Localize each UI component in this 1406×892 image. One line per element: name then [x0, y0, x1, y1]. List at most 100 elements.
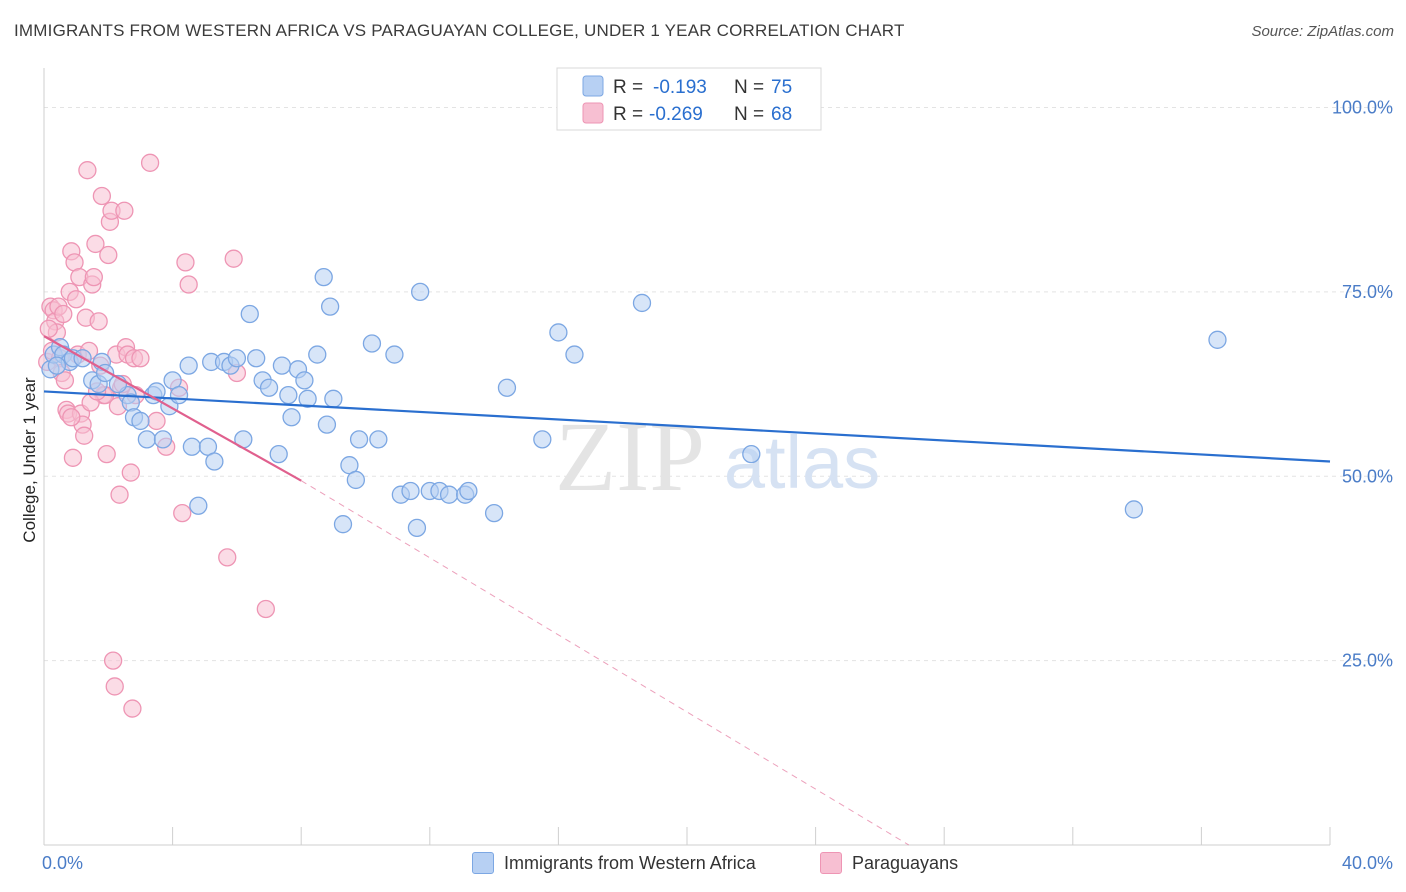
chart-title: IMMIGRANTS FROM WESTERN AFRICA VS PARAGU… [14, 21, 905, 40]
point-paraguayans [63, 448, 83, 467]
point-western-africa [549, 323, 568, 342]
point-paraguayans [54, 304, 73, 324]
point-paraguayans [84, 267, 103, 287]
axes [43, 68, 1331, 846]
point-western-africa [401, 481, 420, 501]
point-paraguayans [176, 253, 195, 272]
point-western-africa [362, 334, 382, 353]
legend-swatch-western-africa [472, 852, 494, 874]
point-western-africa [314, 267, 333, 287]
legend-n-value-2: 68 [771, 104, 792, 125]
point-paraguayans [115, 201, 134, 220]
point-paraguayans [97, 444, 116, 464]
point-western-africa [369, 430, 388, 449]
watermark: ZIP atlas [555, 401, 880, 512]
point-western-africa [317, 415, 337, 434]
point-western-africa [153, 430, 173, 449]
point-western-africa [411, 282, 430, 302]
point-western-africa [333, 515, 353, 534]
watermark-zip: ZIP [555, 401, 705, 512]
point-western-africa [269, 444, 288, 464]
point-paraguayans [39, 319, 58, 338]
point-western-africa [272, 356, 292, 375]
point-paraguayans [67, 290, 86, 309]
trendlines [43, 335, 1331, 846]
point-western-africa [131, 411, 150, 431]
point-western-africa [282, 408, 301, 427]
point-western-africa [497, 378, 517, 397]
point-paraguayans [55, 371, 75, 390]
point-western-africa [632, 293, 652, 313]
bottom-legend-label-western-africa: Immigrants from Western Africa [504, 852, 756, 873]
legend-r-value-2: -0.269 [649, 104, 703, 125]
point-paraguayans [110, 485, 129, 504]
point-western-africa [385, 345, 404, 364]
point-paraguayans [103, 651, 123, 670]
point-paraguayans [62, 408, 81, 427]
point-western-africa [320, 297, 340, 316]
point-western-africa [407, 518, 427, 538]
point-western-africa [346, 470, 366, 490]
legend-n-value-1: 75 [771, 77, 792, 98]
legend-swatch-pink [582, 102, 604, 124]
point-paraguayans [147, 411, 166, 431]
point-paraguayans [218, 548, 237, 567]
point-paraguayans [179, 275, 198, 294]
point-western-africa [459, 481, 478, 501]
y-tick-label: 100.0% [1332, 98, 1393, 118]
point-western-africa [349, 430, 369, 449]
bottom-legend-label-paraguayans: Paraguayans [852, 852, 959, 873]
point-western-africa [279, 385, 298, 405]
point-western-africa [182, 437, 202, 456]
legend-n-label-1: N = [734, 77, 764, 98]
point-western-africa [533, 430, 552, 449]
legend-swatch-blue [582, 75, 604, 97]
point-paraguayans [89, 312, 108, 331]
point-western-africa [308, 345, 327, 364]
legend-r-value-1: -0.193 [653, 77, 707, 98]
point-western-africa [484, 503, 504, 523]
point-western-africa [298, 389, 317, 408]
legend-swatch-paraguayans [820, 852, 842, 874]
point-western-africa [565, 345, 584, 364]
gridlines [44, 107, 1392, 662]
tick-labels: 25.0% 50.0% 75.0% 100.0% 0.0% 40.0% [42, 98, 1393, 874]
point-western-africa [137, 430, 157, 449]
trendline-paraguayans [300, 480, 910, 846]
trendline-western-africa [43, 390, 1331, 463]
y-tick-label: 25.0% [1342, 651, 1393, 671]
y-axis-title: College, Under 1 year [20, 377, 39, 543]
point-western-africa [169, 385, 189, 405]
point-western-africa [189, 496, 208, 515]
y-tick-label: 75.0% [1342, 282, 1393, 302]
point-western-africa [240, 304, 259, 324]
legend: R = -0.193 N = 75 R = -0.269 N = 68 [556, 67, 822, 131]
point-paraguayans [256, 599, 275, 619]
point-western-africa [205, 452, 224, 471]
x-tick-label: 40.0% [1342, 853, 1393, 873]
point-paraguayans [99, 245, 118, 265]
trendline-paraguayans [43, 335, 302, 482]
bottom-legend-item-western-africa[interactable]: Immigrants from Western Africa [472, 852, 756, 874]
point-western-africa [295, 371, 314, 390]
point-paraguayans [224, 249, 243, 268]
point-paraguayans [173, 503, 192, 523]
point-paraguayans [75, 426, 94, 445]
bottom-legend-item-paraguayans[interactable]: Paraguayans [820, 852, 958, 874]
point-western-africa [1208, 330, 1227, 349]
point-paraguayans [140, 153, 160, 172]
point-western-africa [47, 356, 67, 375]
series-immigrants-western-africa [41, 267, 1227, 538]
point-paraguayans [86, 234, 105, 254]
point-western-africa [439, 485, 459, 504]
point-western-africa [179, 356, 198, 375]
point-western-africa [259, 378, 279, 397]
point-paraguayans [131, 349, 150, 368]
point-paraguayans [105, 677, 124, 696]
point-western-africa [324, 389, 343, 408]
legend-r-label-1: R = [613, 77, 643, 98]
y-tick-label: 50.0% [1342, 466, 1393, 486]
x-tick-label: 0.0% [42, 853, 83, 873]
point-western-africa [247, 349, 266, 368]
